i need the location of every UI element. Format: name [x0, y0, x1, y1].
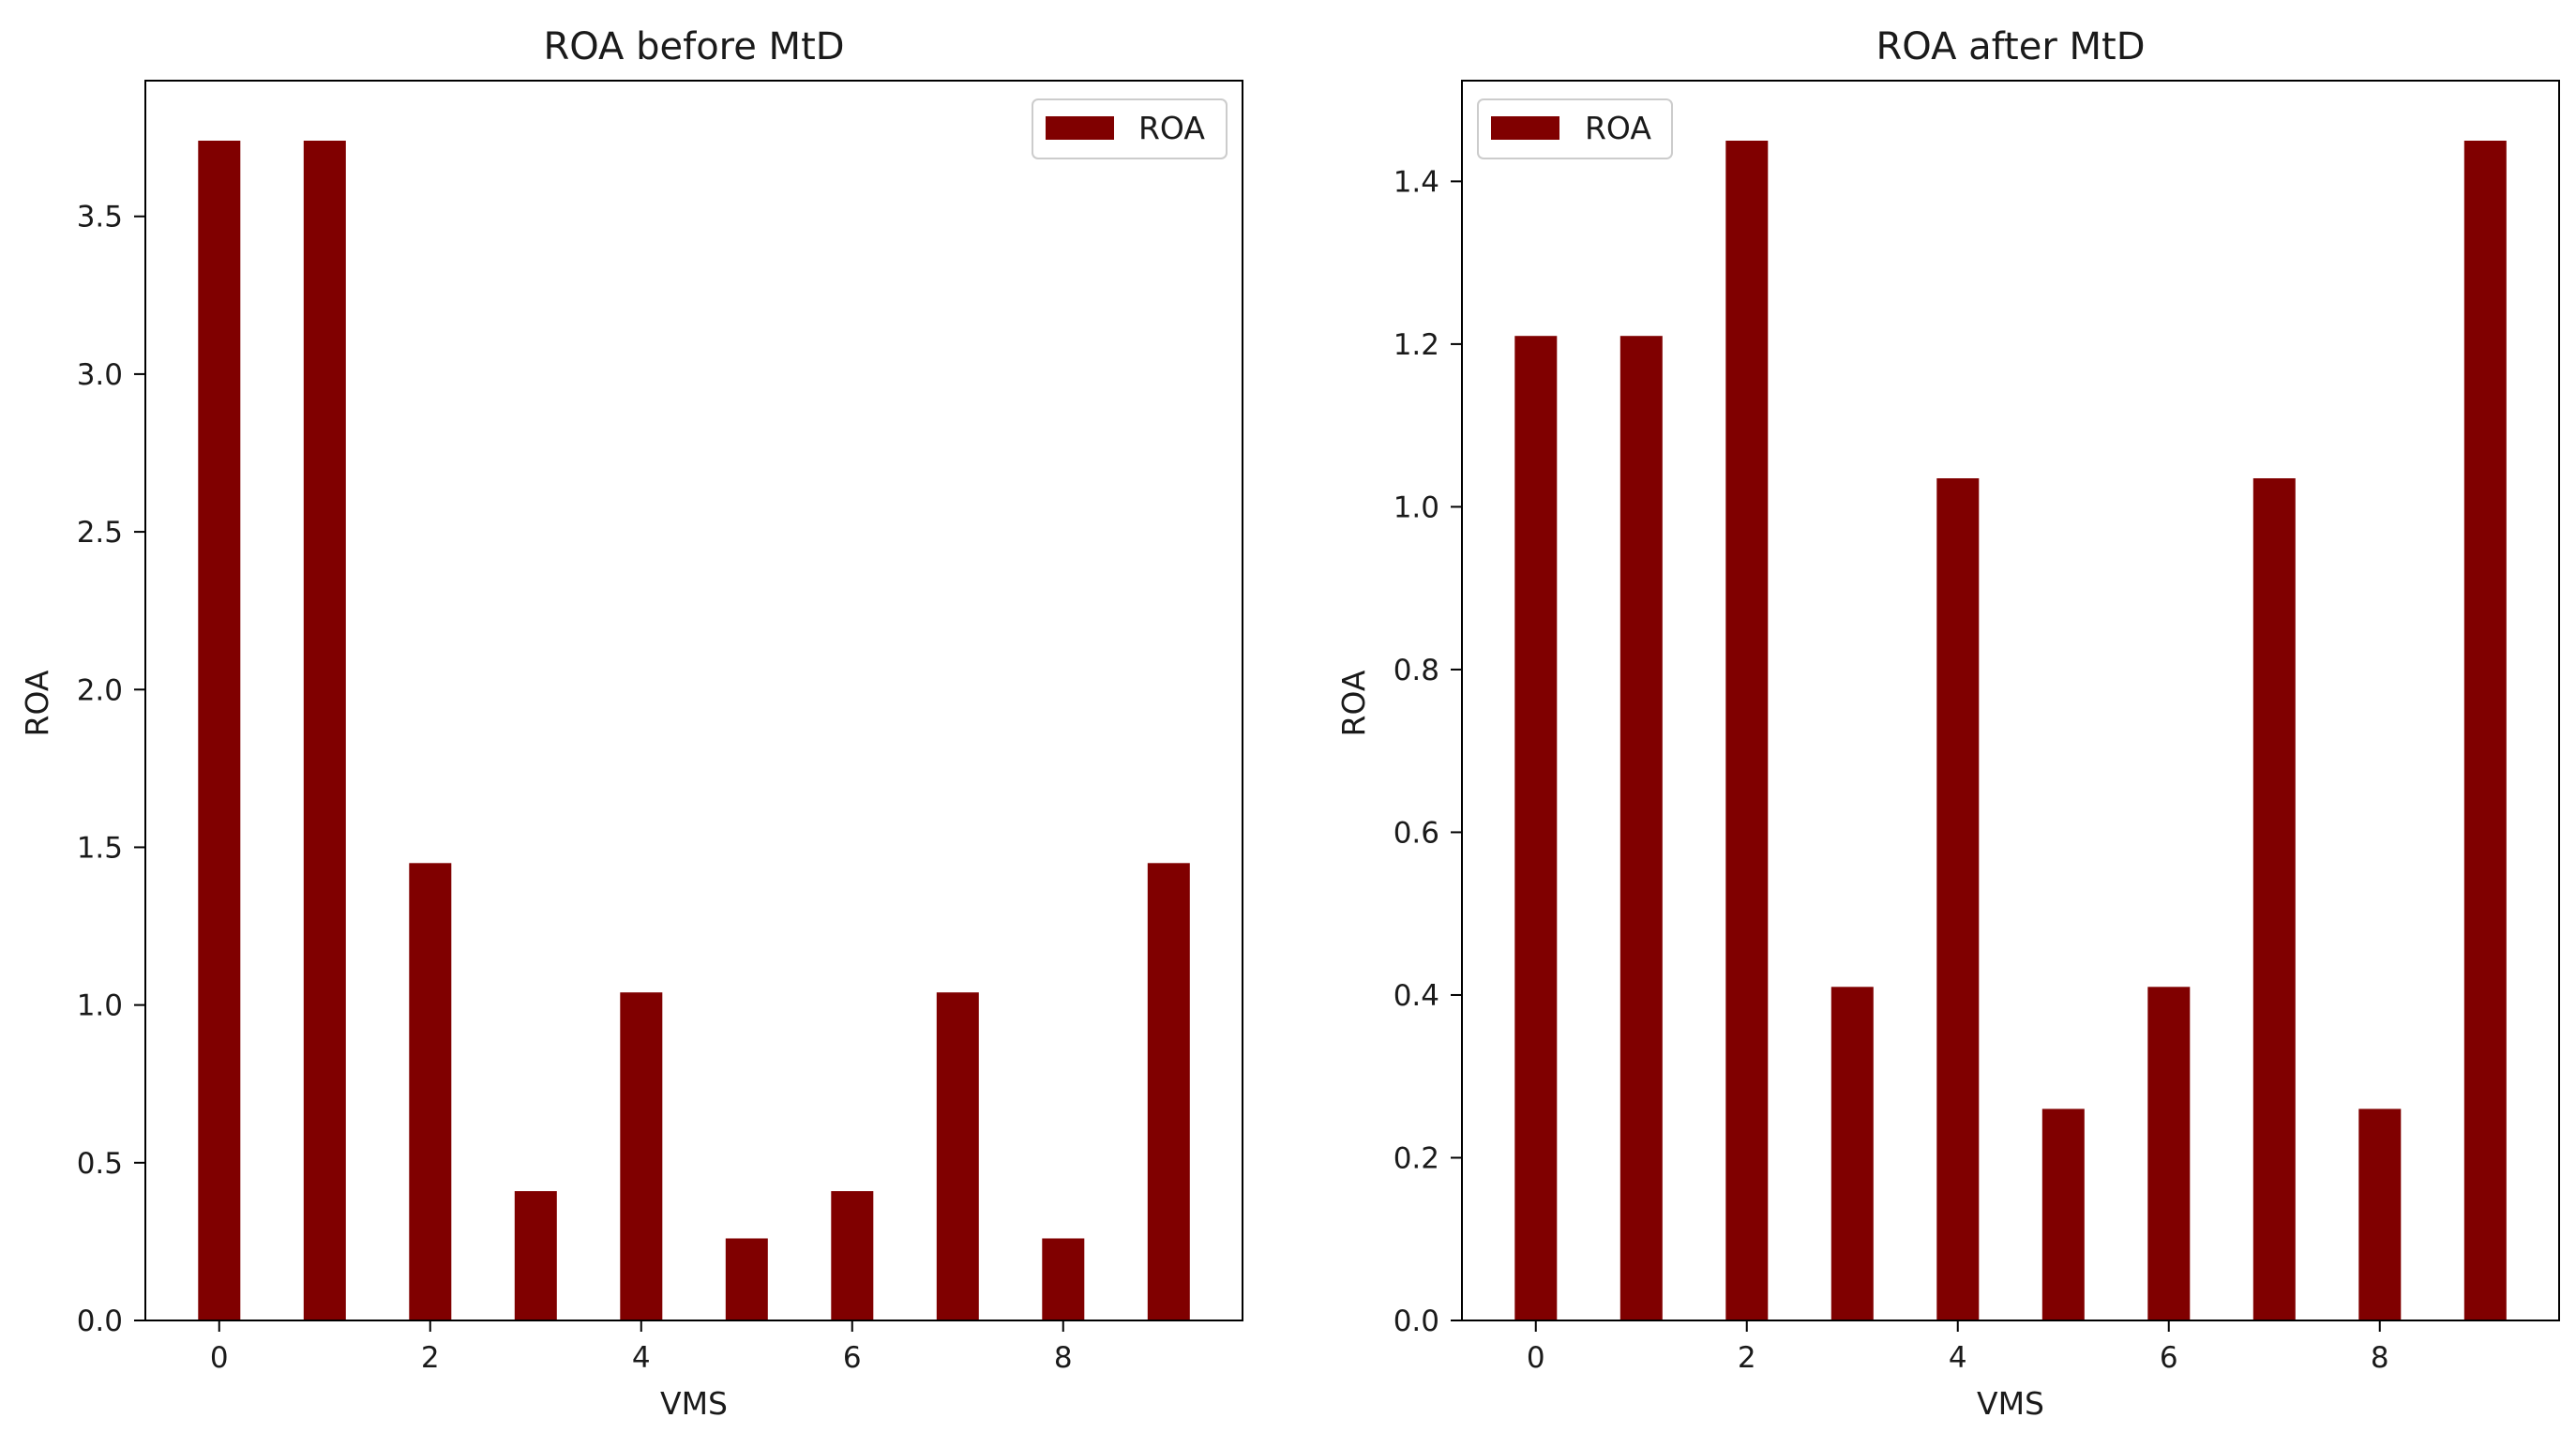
- legend: ROA: [1032, 98, 1228, 159]
- bar-vms-0: [198, 141, 241, 1320]
- y-tick-label: 0.0: [77, 1305, 123, 1338]
- x-tick-label: 8: [1054, 1341, 1073, 1375]
- bar-group: [198, 141, 1190, 1320]
- legend-label: ROA: [1585, 110, 1651, 146]
- y-tick-label: 0.2: [1393, 1141, 1439, 1175]
- bar-vms-2: [1725, 141, 1769, 1320]
- x-tick-label: 6: [2160, 1341, 2178, 1375]
- x-axis-ticks: 0 2 4 6 8: [1527, 1320, 2389, 1375]
- legend-box: [1477, 98, 1673, 159]
- y-axis-label: ROA: [19, 670, 55, 736]
- chart-title: ROA before MtD: [543, 25, 844, 68]
- chart-title: ROA after MtD: [1876, 25, 2146, 68]
- x-axis-label: VMS: [1977, 1385, 2044, 1422]
- y-tick-label: 0.6: [1393, 816, 1439, 850]
- bar-vms-6: [2147, 987, 2191, 1320]
- x-tick-label: 2: [421, 1341, 440, 1375]
- y-tick-label: 1.5: [77, 831, 123, 865]
- bar-vms-5: [2041, 1109, 2085, 1320]
- y-tick-label: 3.5: [77, 201, 123, 234]
- chart-roa-after: ROA after MtD 0 2 4 6 8 0.0 0.2 0.4 0.6 0.8 1.0 1.…: [1335, 25, 2560, 1422]
- y-tick-label: 2.0: [77, 673, 123, 707]
- bar-vms-5: [725, 1238, 768, 1320]
- x-tick-label: 0: [1527, 1341, 1545, 1375]
- y-tick-label: 1.0: [1393, 490, 1439, 524]
- bar-vms-7: [936, 992, 979, 1320]
- plot-frame: [1461, 80, 2560, 1321]
- bar-vms-4: [1936, 478, 1980, 1320]
- bar-vms-9: [2463, 141, 2507, 1320]
- bar-vms-2: [409, 863, 452, 1320]
- legend-swatch: [1491, 116, 1559, 140]
- x-tick-label: 6: [843, 1341, 862, 1375]
- plot-frame: [144, 80, 1243, 1321]
- y-tick-label: 0.0: [1393, 1305, 1439, 1338]
- bar-vms-3: [1830, 987, 1874, 1320]
- chart-roa-before: ROA before MtD 0 2 4 6 8 0.0 0.5 1.0 1.5 2.0 2.5 3…: [19, 25, 1243, 1422]
- x-tick-label: 8: [2371, 1341, 2389, 1375]
- bar-vms-3: [514, 1191, 557, 1320]
- x-tick-label: 4: [1949, 1341, 1967, 1375]
- y-tick-label: 2.5: [77, 516, 123, 550]
- legend-box: [1032, 98, 1228, 159]
- legend-label: ROA: [1138, 110, 1205, 146]
- x-tick-label: 4: [632, 1341, 651, 1375]
- legend-swatch: [1046, 116, 1114, 140]
- bar-vms-0: [1514, 336, 1558, 1321]
- bar-vms-1: [303, 141, 346, 1320]
- y-tick-label: 1.2: [1393, 328, 1439, 362]
- bar-vms-6: [831, 1191, 874, 1320]
- y-tick-label: 0.8: [1393, 654, 1439, 687]
- x-tick-label: 0: [210, 1341, 229, 1375]
- y-tick-label: 3.0: [77, 358, 123, 392]
- bar-vms-9: [1147, 863, 1190, 1320]
- y-tick-label: 1.4: [1393, 165, 1439, 199]
- y-axis-ticks: 0.0 0.2 0.4 0.6 0.8 1.0 1.2 1.4: [1393, 165, 1462, 1338]
- y-tick-label: 0.5: [77, 1147, 123, 1181]
- bar-group: [1514, 141, 2507, 1321]
- y-tick-label: 1.0: [77, 989, 123, 1023]
- x-axis-label: VMS: [660, 1385, 728, 1422]
- y-axis-ticks: 0.0 0.5 1.0 1.5 2.0 2.5 3.0 3.5: [77, 201, 145, 1338]
- bar-vms-8: [1042, 1238, 1085, 1320]
- x-axis-ticks: 0 2 4 6 8: [210, 1320, 1073, 1375]
- x-tick-label: 2: [1738, 1341, 1756, 1375]
- legend: ROA: [1477, 98, 1673, 159]
- bar-vms-8: [2358, 1109, 2402, 1320]
- bar-vms-7: [2252, 478, 2296, 1320]
- y-axis-label: ROA: [1335, 670, 1372, 736]
- bar-vms-1: [1619, 336, 1663, 1321]
- bar-vms-4: [620, 992, 663, 1320]
- y-tick-label: 0.4: [1393, 979, 1439, 1013]
